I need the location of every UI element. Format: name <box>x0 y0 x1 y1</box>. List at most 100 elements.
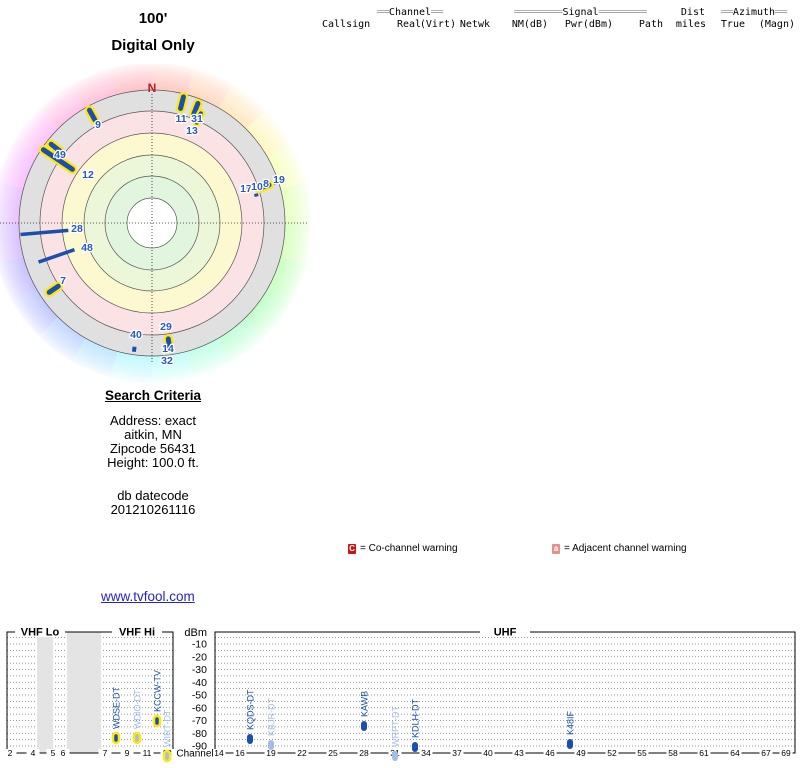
dbm-tick-label: -50 <box>192 690 207 702</box>
channel-tick-label: 9 <box>125 748 130 758</box>
db-datecode-line: 201210261116 <box>110 502 196 517</box>
station-marker <box>165 336 173 351</box>
channel-tick-label: 61 <box>699 748 709 758</box>
station-label: KQDS-DT <box>246 689 256 730</box>
station-marker <box>86 107 98 123</box>
db-datecode-lines: db datecode 201210261116 <box>0 489 306 517</box>
station-marker <box>170 349 175 354</box>
group-channel: ══Channel══ <box>376 7 444 18</box>
tick-bg <box>56 749 70 757</box>
dbm-tick-label: -30 <box>192 664 207 676</box>
radar-channel-label: 31 <box>191 113 203 125</box>
channel-tick-label: 4 <box>31 748 36 758</box>
search-criteria-line: Zipcode 56431 <box>109 441 196 456</box>
dbm-tick-label: -20 <box>192 651 207 663</box>
tick-bg <box>543 749 557 757</box>
tick-bg <box>233 749 247 757</box>
tick-bg <box>759 749 773 757</box>
station-marker <box>40 147 75 172</box>
channel-axis-title: Channel <box>176 749 213 760</box>
tick-bg <box>46 749 60 757</box>
band-title: VHF Hi <box>119 627 155 639</box>
station-marker <box>567 739 573 749</box>
channel-tick-label: 49 <box>576 748 586 758</box>
channel-tick-label: 43 <box>514 748 524 758</box>
tick-bg <box>779 749 793 757</box>
channel-tick-label: 28 <box>359 748 369 758</box>
dbm-tick-label: -60 <box>192 702 207 714</box>
channel-tick-label: 46 <box>545 748 555 758</box>
radar-channel-label: 28 <box>71 223 83 235</box>
channel-tick-label: 2 <box>8 748 13 758</box>
station-marker <box>191 101 201 118</box>
channel-tick-label: 22 <box>297 748 307 758</box>
db-datecode-line: db datecode <box>117 488 189 503</box>
channel-tick-label: 34 <box>421 748 431 758</box>
station-marker <box>361 721 367 731</box>
station-label: WRPT-DT <box>391 706 401 747</box>
channel-tick-label: 5 <box>51 748 56 758</box>
col-magn: (Magn) <box>758 19 795 30</box>
station-marker <box>20 228 69 237</box>
radar-channel-label: 19 <box>273 174 285 186</box>
tvfool-link[interactable]: www.tvfool.com <box>101 589 195 604</box>
tick-bg <box>697 749 711 757</box>
tick-bg <box>357 749 371 757</box>
station-label: KDLH-DT <box>411 698 421 738</box>
channel-tick-label: 55 <box>637 748 647 758</box>
station-marker <box>268 740 274 750</box>
radar-channel-label: 13 <box>186 125 198 137</box>
tick-bg <box>605 749 619 757</box>
table-column-header: Callsign Real (Virt) Netwk NM(dB) Pwr(dB… <box>320 19 798 32</box>
station-marker <box>48 141 63 154</box>
station-label: KCCW-TV <box>153 670 163 712</box>
col-real: Real <box>397 19 422 30</box>
tick-bg <box>140 749 154 757</box>
station-label: KBJR-DT <box>267 697 277 736</box>
band-title: VHF Lo <box>21 627 60 639</box>
col-virt: (Virt) <box>419 19 456 30</box>
radar-channel-label: 8 <box>263 178 269 190</box>
channel-tick-label: 14 <box>214 748 224 758</box>
panel-title-bg <box>15 626 65 637</box>
mode-title: Digital Only <box>111 37 195 54</box>
radar-channel-label: 17 <box>240 183 252 195</box>
station-label: KAWB <box>360 691 370 717</box>
tick-bg <box>26 749 40 757</box>
tick-bg <box>3 749 17 757</box>
station-marker <box>111 731 121 745</box>
channel-tick-label: 69 <box>781 748 791 758</box>
panel-title-bg <box>112 626 162 637</box>
station-label: WDIO-DT <box>133 689 143 729</box>
station-marker <box>162 749 172 763</box>
station-marker <box>256 182 272 191</box>
radar-channel-label: 48 <box>81 242 93 254</box>
search-criteria-line: Address: exact <box>110 413 196 428</box>
channel-tick-label: 52 <box>607 748 617 758</box>
legend-co-channel: C = Co-channel warning <box>348 543 458 555</box>
radar-channel-label: 29 <box>160 321 172 333</box>
channel-tick-label: 7 <box>103 748 108 758</box>
dbm-axis-title: dBm <box>184 627 207 639</box>
channel-tick-label: 58 <box>668 748 678 758</box>
signal-table: ══Channel══ ════════Signal════════ Dist … <box>320 7 798 555</box>
adjacent-channel-text: = Adjacent channel warning <box>564 543 687 554</box>
band-title: UHF <box>494 627 517 639</box>
unused-spectrum-band <box>67 632 101 753</box>
dbm-tick-label: -90 <box>192 741 207 753</box>
station-marker <box>253 193 259 198</box>
radar-channel-label: 12 <box>82 169 94 181</box>
channel-tick-label: 40 <box>483 748 493 758</box>
channel-tick-label: 37 <box>452 748 462 758</box>
station-marker <box>132 731 142 745</box>
tick-bg <box>450 749 464 757</box>
radar-channel-label: 7 <box>60 275 66 287</box>
dbm-tick-label: -70 <box>192 715 207 727</box>
search-criteria: Search Criteria Address: exact aitkin, MN… <box>0 388 306 517</box>
station-marker <box>194 111 203 125</box>
channel-tick-label: 6 <box>61 748 66 758</box>
radar-channel-label: 14 <box>162 343 174 355</box>
col-pwr: Pwr(dBm) <box>564 19 613 30</box>
dbm-tick-label: -80 <box>192 728 207 740</box>
